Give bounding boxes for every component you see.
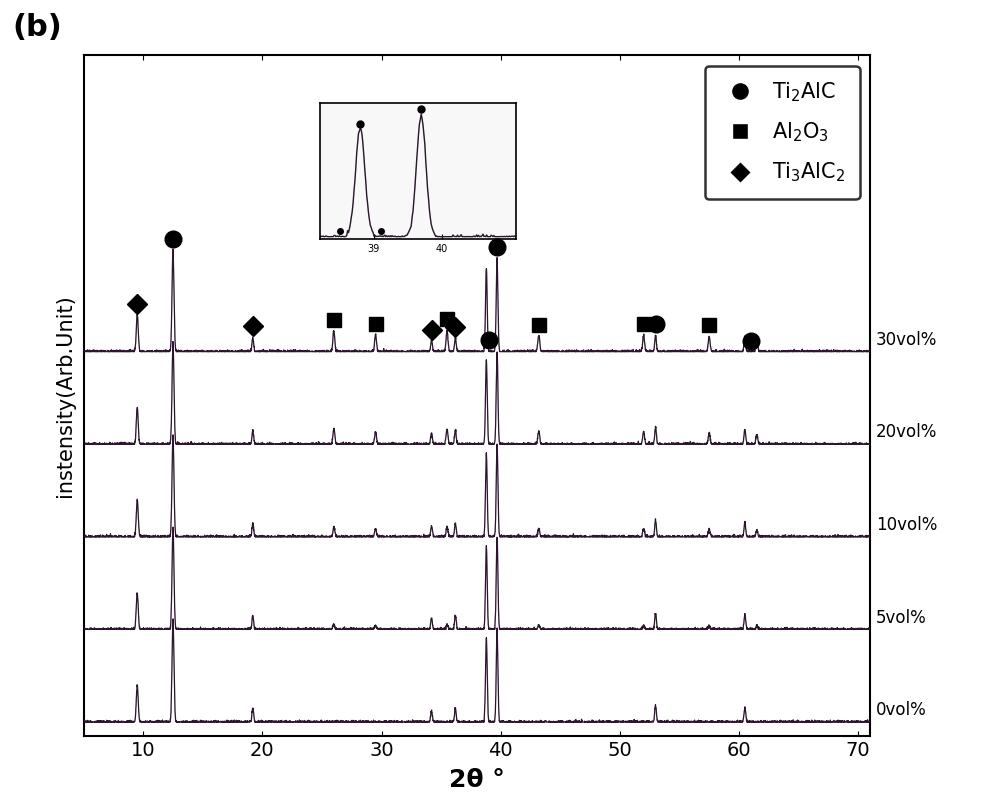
Text: 30vol%: 30vol% [876,330,937,349]
Text: 10vol%: 10vol% [876,516,937,534]
X-axis label: 2θ °: 2θ ° [449,768,505,792]
Text: 0vol%: 0vol% [876,701,927,719]
Text: 5vol%: 5vol% [876,609,927,626]
Legend: Ti$_2$AlC, Al$_2$O$_3$, Ti$_3$AlC$_2$: Ti$_2$AlC, Al$_2$O$_3$, Ti$_3$AlC$_2$ [705,66,860,199]
Y-axis label: instensity(Arb.Unit): instensity(Arb.Unit) [55,294,75,497]
Text: (b): (b) [13,13,63,42]
Text: 20vol%: 20vol% [876,423,937,442]
